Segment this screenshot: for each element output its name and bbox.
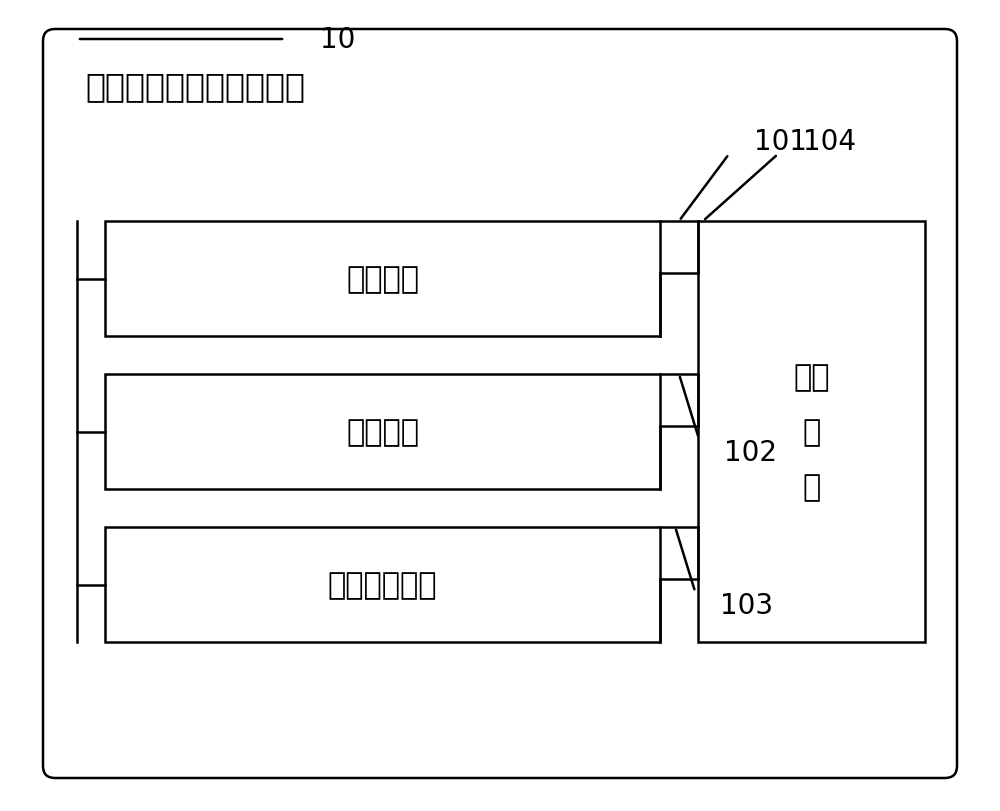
- FancyBboxPatch shape: [43, 30, 957, 778]
- Text: 10: 10: [320, 26, 355, 54]
- Bar: [105, 375, 660, 489]
- Text: 存储模块: 存储模块: [346, 418, 419, 446]
- Text: 端: 端: [802, 473, 821, 501]
- Bar: [105, 527, 660, 642]
- Text: 103: 103: [720, 591, 773, 620]
- Text: 冷: 冷: [802, 418, 821, 446]
- Bar: [698, 221, 925, 642]
- Text: 101: 101: [754, 128, 807, 156]
- Text: 热电偶冷端温度补偿装置: 热电偶冷端温度补偿装置: [85, 71, 305, 103]
- Text: 温度补偿模块: 温度补偿模块: [328, 570, 437, 599]
- Text: 104: 104: [803, 128, 856, 156]
- Bar: [105, 221, 660, 337]
- Text: 102: 102: [724, 439, 777, 466]
- Text: 机柜: 机柜: [793, 363, 830, 392]
- Text: 监测模块: 监测模块: [346, 264, 419, 294]
